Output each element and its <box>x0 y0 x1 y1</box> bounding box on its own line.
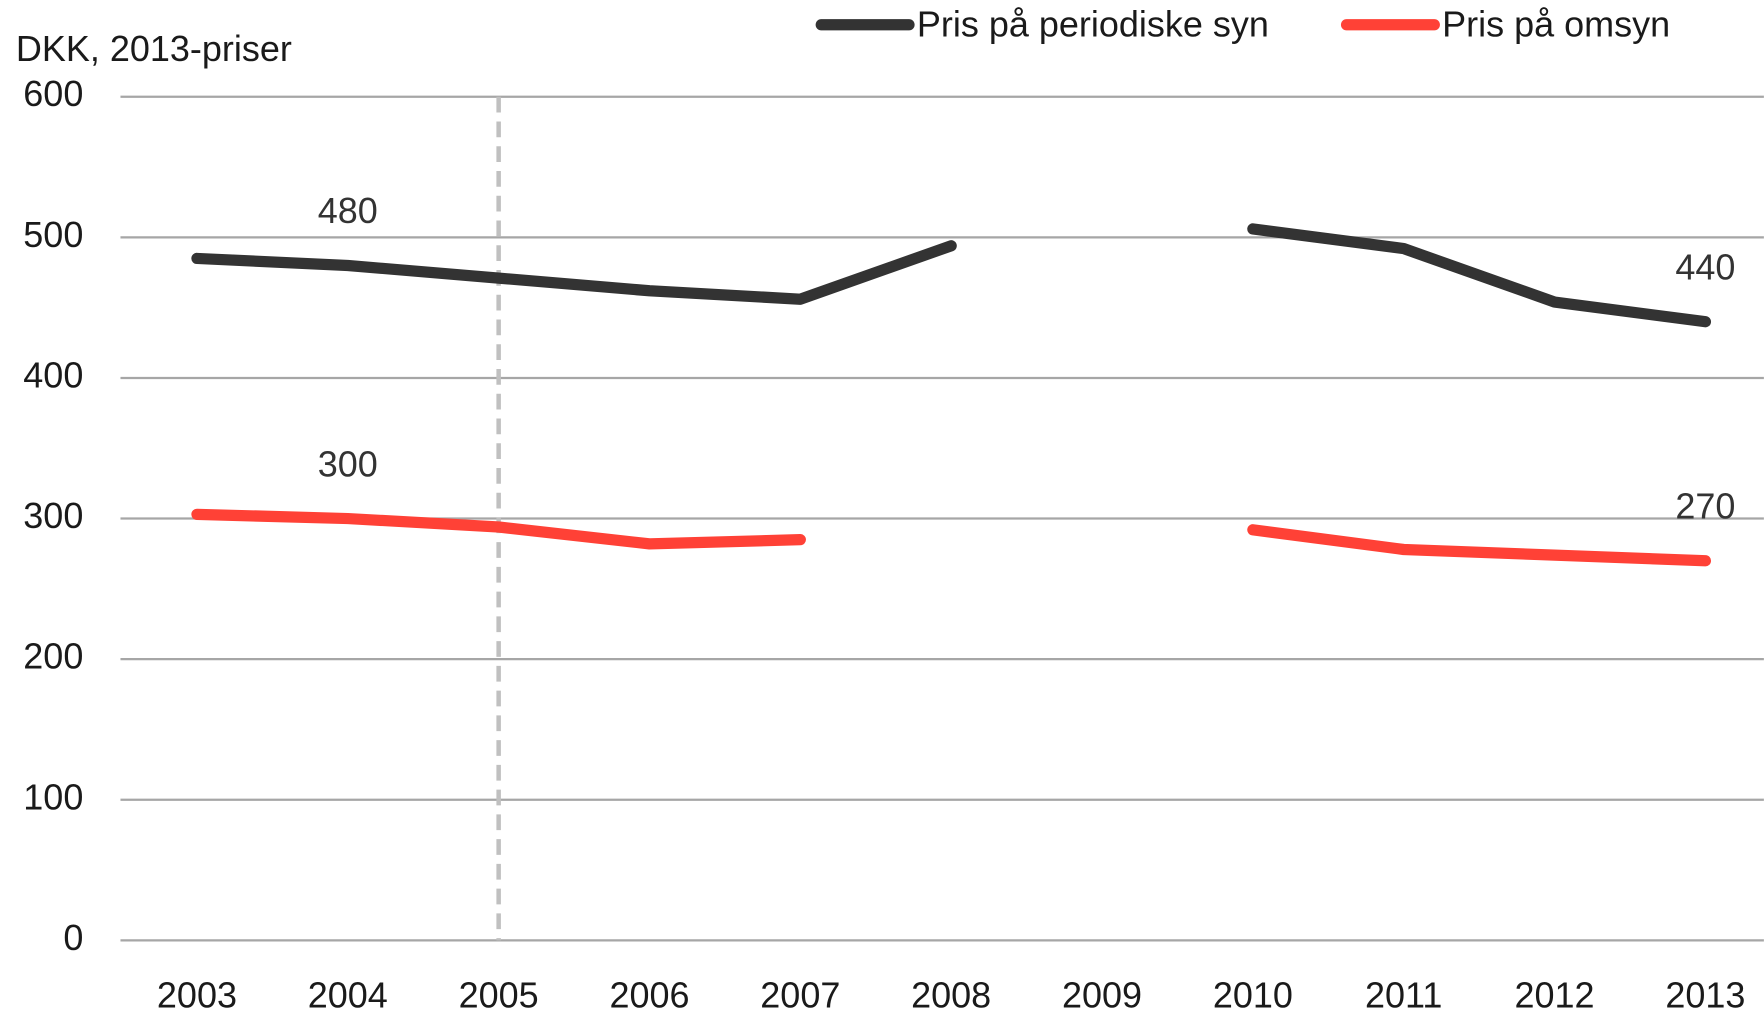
x-tick-label: 2005 <box>459 974 539 1015</box>
x-tick-label: 2004 <box>308 974 388 1015</box>
y-tick-label: 400 <box>23 354 83 395</box>
x-tick-label: 2003 <box>157 974 237 1015</box>
y-tick-label: 100 <box>23 776 83 817</box>
y-tick-label: 500 <box>23 214 83 255</box>
data-label: 440 <box>1675 246 1735 287</box>
x-tick-label: 2013 <box>1665 974 1745 1015</box>
legend-label: Pris på omsyn <box>1442 3 1670 44</box>
x-tick-label: 2010 <box>1213 974 1293 1015</box>
x-tick-label: 2006 <box>609 974 689 1015</box>
data-label: 480 <box>318 190 378 231</box>
data-label: 270 <box>1675 486 1735 527</box>
y-tick-label: 200 <box>23 636 83 677</box>
x-tick-label: 2011 <box>1365 974 1442 1015</box>
x-tick-label: 2007 <box>760 974 840 1015</box>
series-line <box>191 508 1712 567</box>
y-axis-label: DKK, 2013-priser <box>16 28 292 69</box>
y-tick-label: 600 <box>23 73 83 114</box>
series-line <box>191 223 1712 328</box>
y-tick-label: 300 <box>23 495 83 536</box>
x-tick-label: 2008 <box>911 974 991 1015</box>
x-tick-label: 2009 <box>1062 974 1142 1015</box>
legend-label: Pris på periodiske syn <box>917 3 1269 44</box>
data-label: 300 <box>318 443 378 484</box>
x-tick-label: 2012 <box>1515 974 1595 1015</box>
y-tick-label: 0 <box>63 917 83 958</box>
